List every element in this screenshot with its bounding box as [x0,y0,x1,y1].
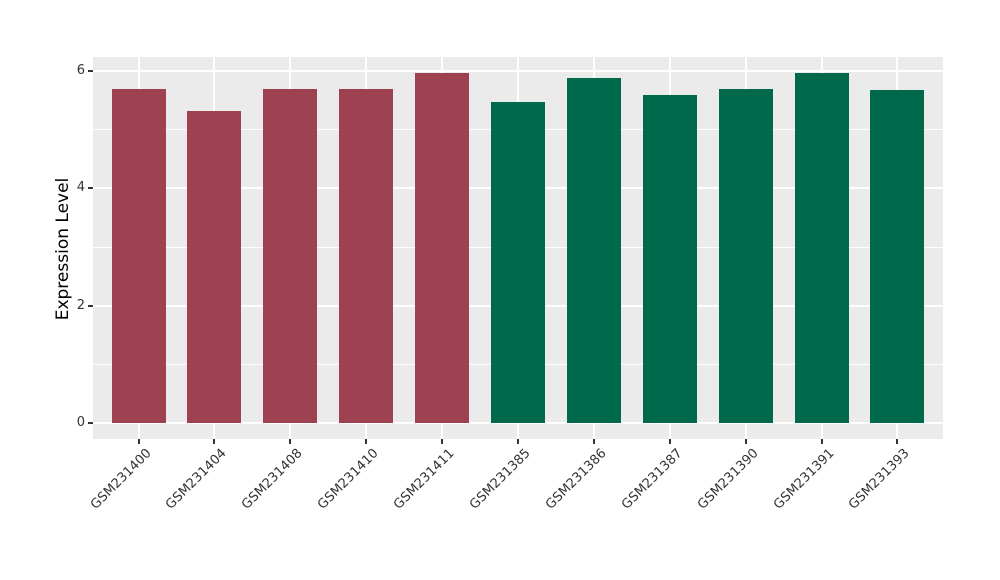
bar [187,110,242,423]
bar [870,89,925,423]
x-tick-mark [668,439,671,444]
x-tick-mark [896,439,899,444]
y-axis-title: Expression Level [53,177,73,321]
y-tick-label: 0 [76,415,85,430]
bar [415,72,470,423]
x-tick-mark [213,439,216,444]
x-tick-mark [820,439,823,444]
y-tick-label: 4 [76,180,85,196]
bar [111,88,166,423]
x-tick-mark [137,439,140,444]
y-tick-label: 6 [76,63,85,79]
y-tick-mark [88,304,93,307]
y-tick-mark [88,70,93,73]
bar [794,73,849,423]
x-tick-mark [592,439,595,444]
bar [642,95,697,423]
bar [491,101,545,423]
bar [339,88,394,423]
plot-panel [93,57,943,439]
x-tick-mark [517,439,519,444]
y-tick-mark [88,187,93,190]
bar [718,88,773,423]
y-tick-mark [88,422,93,424]
x-tick-mark [289,439,292,444]
bar [566,77,621,423]
bar [263,88,318,423]
x-tick-mark [365,439,368,444]
x-tick-mark [441,439,444,444]
x-tick-mark [744,439,747,444]
y-tick-label: 2 [76,297,85,313]
